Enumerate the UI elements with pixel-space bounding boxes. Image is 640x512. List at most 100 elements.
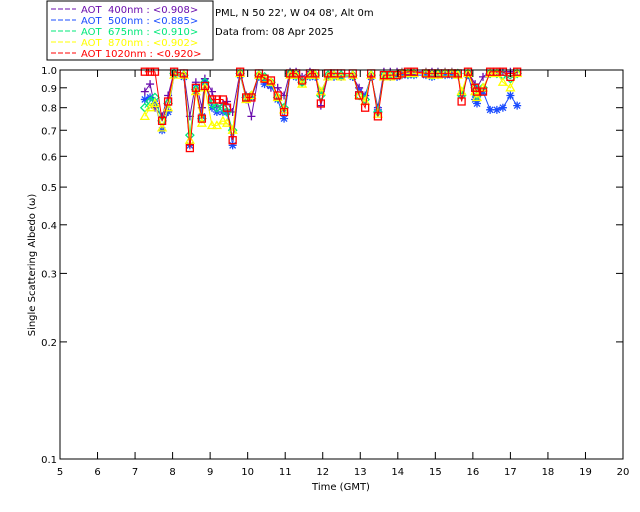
- data-point-square: [228, 136, 237, 145]
- data-point-square: [354, 91, 364, 100]
- data-point-square: [457, 97, 466, 106]
- data-point-square: [191, 83, 201, 92]
- data-point-diamond: [150, 92, 160, 103]
- legend-entry: AOT 1020nm : <0.920>: [81, 49, 201, 60]
- data-point-plus: [273, 83, 282, 92]
- data-point-triangle: [471, 92, 483, 102]
- x-tick-label: 14: [391, 467, 404, 478]
- data-point-square: [140, 67, 149, 76]
- data-point-square: [478, 87, 488, 96]
- y-tick-label: 0.7: [41, 126, 57, 137]
- series-line: [144, 70, 518, 149]
- data-point-diamond: [227, 125, 238, 136]
- plot-area: [139, 67, 523, 153]
- data-point-square: [513, 67, 522, 76]
- data-point-triangle: [372, 108, 384, 118]
- y-tick-label: 0.4: [41, 221, 57, 232]
- data-point-triangle: [156, 122, 168, 132]
- data-point-asterisk: [513, 101, 522, 110]
- data-point-triangle: [272, 92, 283, 102]
- x-axis-label: Time (GMT): [311, 482, 370, 493]
- legend-entry: AOT 870nm : <0.902>: [81, 38, 198, 49]
- data-point-square: [498, 67, 508, 76]
- data-point-square: [297, 76, 307, 85]
- data-point-square: [200, 81, 210, 91]
- data-point-square: [392, 70, 402, 80]
- data-point-triangle: [378, 71, 390, 81]
- y-tick-label: 0.1: [41, 455, 57, 466]
- data-point-square: [247, 93, 256, 102]
- y-tick-label: 0.6: [41, 152, 57, 163]
- data-point-square: [197, 114, 207, 123]
- x-tick-label: 20: [617, 467, 630, 478]
- data-point-triangle: [462, 68, 474, 78]
- y-axis-label: Single Scattering Albedo (ω): [27, 194, 38, 337]
- data-point-square: [236, 67, 245, 76]
- data-point-triangle: [485, 68, 496, 78]
- legend: AOT 400nm : <0.908>AOT 500nm : <0.885>AO…: [46, 0, 214, 61]
- data-point-triangle: [211, 120, 223, 130]
- data-point-triangle: [149, 98, 161, 108]
- data-point-square: [279, 107, 289, 117]
- y-tick-label: 0.2: [41, 338, 57, 349]
- data-point-square: [150, 67, 160, 76]
- x-tick-label: 8: [169, 467, 175, 478]
- data-point-triangle: [144, 102, 156, 112]
- data-point-triangle: [505, 82, 516, 92]
- data-point-asterisk: [260, 80, 269, 89]
- legend-entry: AOT 675nm : <0.910>: [81, 27, 198, 38]
- data-point-plus: [208, 87, 217, 96]
- y-tick-label: 1.0: [41, 66, 57, 77]
- x-tick-label: 11: [279, 467, 292, 478]
- data-point-plus: [247, 112, 256, 121]
- data-point-square: [145, 67, 155, 76]
- series-4: [140, 67, 522, 153]
- data-point-diamond: [366, 70, 377, 81]
- x-tick-label: 10: [241, 467, 254, 478]
- data-point-diamond: [463, 68, 473, 79]
- data-point-square: [207, 95, 217, 104]
- data-point-asterisk: [421, 71, 430, 80]
- y-tick-label: 0.3: [41, 269, 57, 280]
- data-point-triangle: [235, 68, 246, 78]
- data-point-square: [222, 103, 232, 112]
- legend-entry: AOT 500nm : <0.885>: [81, 16, 198, 27]
- x-tick-label: 18: [542, 467, 555, 478]
- data-point-square: [403, 67, 413, 76]
- data-point-asterisk: [140, 95, 149, 104]
- data-point-asterisk: [506, 91, 515, 100]
- data-point-square: [316, 99, 326, 108]
- data-point-square: [373, 112, 383, 121]
- data-point-triangle: [385, 71, 396, 81]
- data-point-diamond: [512, 68, 523, 79]
- data-point-asterisk: [498, 103, 507, 112]
- data-point-triangle: [347, 69, 358, 79]
- data-point-asterisk: [471, 95, 480, 104]
- data-point-asterisk: [492, 105, 501, 114]
- legend-entry: AOT 400nm : <0.908>: [81, 5, 198, 16]
- data-point-square: [218, 95, 228, 104]
- data-point-diamond: [207, 98, 217, 109]
- data-point-diamond: [235, 68, 246, 79]
- x-tick-label: 9: [207, 467, 213, 478]
- x-tick-label: 6: [94, 467, 100, 478]
- title-line-location: PML, N 50 22', W 04 08', Alt 0m: [215, 8, 374, 19]
- title-line-date: Data from: 08 Apr 2025: [215, 27, 334, 38]
- data-point-square: [242, 93, 251, 102]
- x-tick-label: 19: [579, 467, 592, 478]
- y-tick-label: 0.9: [41, 84, 57, 95]
- data-point-square: [472, 87, 482, 96]
- x-tick-label: 7: [132, 467, 138, 478]
- data-point-diamond: [254, 70, 264, 81]
- data-point-triangle: [265, 76, 277, 86]
- data-point-triangle: [497, 76, 509, 86]
- data-point-plus: [146, 80, 155, 89]
- data-point-square: [185, 143, 195, 153]
- x-tick-label: 13: [354, 467, 367, 478]
- data-point-plus: [140, 87, 149, 96]
- x-tick-label: 16: [466, 467, 479, 478]
- data-point-triangle: [221, 117, 233, 127]
- data-point-asterisk: [447, 71, 456, 80]
- data-point-diamond: [272, 92, 283, 103]
- data-point-square: [273, 91, 282, 100]
